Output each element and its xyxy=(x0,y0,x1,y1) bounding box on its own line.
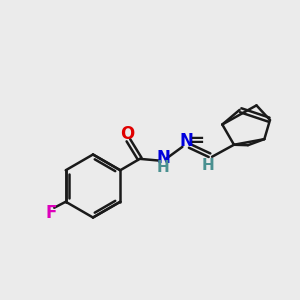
Text: =: = xyxy=(189,132,204,150)
Text: F: F xyxy=(46,204,57,222)
Text: O: O xyxy=(120,125,135,143)
Text: H: H xyxy=(202,158,215,173)
Text: N: N xyxy=(156,149,170,167)
Text: H: H xyxy=(157,160,169,175)
Text: N: N xyxy=(180,132,194,150)
